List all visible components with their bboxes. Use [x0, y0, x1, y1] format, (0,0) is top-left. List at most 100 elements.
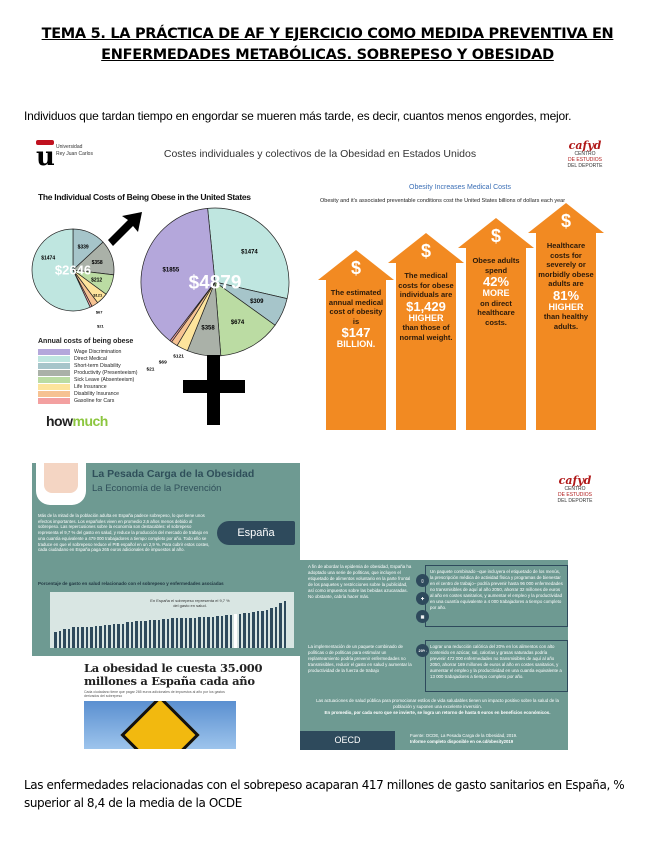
pie-charts: $339$358$212$121$67$21$1474$2646 $1474$3…	[31, 207, 290, 425]
news-clipping: La obesidad le cuesta 35.000 millones a …	[32, 656, 300, 750]
cost-arrow: $ The estimated annual medical cost of o…	[318, 250, 394, 430]
slice-label: $358	[201, 325, 215, 331]
arrow-head	[318, 250, 394, 280]
country-bar	[252, 611, 255, 648]
oecd-policies-infographic: A fin de abordar la epidemia de obesidad…	[300, 560, 568, 750]
logo-line: CENTRO	[574, 151, 596, 157]
country-bar	[279, 603, 282, 648]
pie-total: $2646	[55, 262, 91, 277]
country-bar	[112, 624, 116, 648]
slice-label: $21	[97, 324, 104, 329]
country-bar	[180, 617, 183, 648]
title-line-2: ENFERMEDADES METABÓLICAS. SOBREPESO Y OB…	[101, 47, 554, 63]
country-bar	[193, 617, 197, 648]
legend-swatch	[38, 383, 70, 390]
legend-swatch	[38, 369, 70, 376]
policies-implementation: La implementación de un paquete combinad…	[308, 644, 412, 673]
pie-slice	[214, 281, 276, 357]
legend-item: Sick Leave (Absenteeism)	[38, 376, 137, 383]
logo-line: DE ESTUDIOS	[558, 492, 592, 498]
country-bar	[270, 608, 273, 648]
male-pie: $339 $358 $212 $121 $67 $21 $1474$2646	[31, 228, 115, 329]
pie-slice	[31, 228, 91, 312]
legend-swatch	[38, 390, 70, 397]
medical-costs-subtitle: Obesity and it's associated preventable …	[320, 198, 566, 204]
legend-label: Direct Medical	[74, 355, 107, 362]
arrow-text: Healthcare costs for severely or morbidl…	[538, 241, 594, 288]
slice-label: $1474	[41, 255, 55, 261]
country-bar	[157, 619, 161, 648]
legend-title: Annual costs of being obese	[38, 338, 134, 345]
slice-label: $69	[159, 359, 167, 365]
arrow-head	[528, 203, 604, 233]
country-bar	[171, 618, 174, 648]
country-bar	[144, 620, 147, 648]
bar-chart-title: Porcentaje de gasto en salud relacionado…	[38, 581, 224, 586]
arrow-figure: 81%	[552, 287, 580, 303]
country-bar	[162, 618, 165, 648]
us-obesity-costs-figure: u Universidad Rey Juan Carlos Costes indi…	[30, 140, 610, 430]
legend-item: Life Insurance	[38, 383, 137, 390]
slice-label: $358	[92, 260, 103, 266]
chart-annotation: En España el sobrepeso representa el 9,7…	[150, 598, 230, 608]
conclusion-text: Las actuaciones de salud pública para pr…	[316, 698, 559, 709]
pie-legend: Annual costs of being obese Wage Discrim…	[38, 338, 137, 404]
country-bar	[220, 615, 224, 648]
country-bar	[175, 618, 179, 648]
policies-intro: A fin de abordar la epidemia de obesidad…	[308, 564, 412, 599]
arrow-head	[388, 233, 464, 263]
dollar-icon: $	[420, 241, 431, 261]
legend-item: Gasoline for Cars	[38, 397, 137, 404]
legend-item: Wage Discrimination	[38, 348, 137, 355]
arrow-head	[458, 218, 534, 248]
country-label: España	[217, 521, 295, 545]
country-bar	[72, 627, 75, 648]
pie-total: $4879	[189, 272, 242, 293]
country-bar	[126, 622, 129, 648]
infographic-title: La Pesada Carga de la Obesidad	[92, 468, 255, 480]
howmuch-logo: howmuch	[46, 413, 108, 429]
cafyd-logo: cafyd CENTRO DE ESTUDIOS DEL DEPORTE	[565, 140, 605, 170]
slice-label: $121	[173, 353, 184, 359]
country-bar	[234, 614, 237, 648]
country-bar	[166, 618, 170, 648]
arrow-text: than healthy adults.	[543, 312, 589, 331]
country-bar	[225, 615, 228, 648]
country-bar	[81, 627, 84, 648]
legend-swatch	[38, 362, 70, 369]
slice-label: $339	[78, 245, 89, 251]
arrow-qualifier: HIGHER	[408, 312, 444, 323]
arrow-figure: 42%	[482, 274, 510, 289]
country-bar	[229, 615, 233, 648]
country-bar	[189, 617, 192, 648]
country-bar	[139, 621, 143, 648]
country-bar	[130, 621, 134, 648]
logo-line: DEL DEPORTE	[557, 498, 593, 504]
news-subheadline: Cada ciudadano tiene que pagar 265 euros…	[84, 690, 225, 699]
cost-arrow: $ The medical costs for obese individual…	[388, 233, 464, 430]
slice-label: $21	[146, 367, 154, 373]
country-bar	[63, 629, 66, 648]
arrow-qualifier: HIGHER	[548, 301, 584, 312]
policy-box-2: Lograr una reducción calórica del 20% en…	[425, 640, 568, 692]
oecd-logo: OECD	[300, 731, 395, 750]
country-bar	[238, 613, 242, 648]
country-bar	[58, 631, 62, 648]
legend-label: Sick Leave (Absenteeism)	[74, 376, 135, 383]
news-content: La obesidad le cuesta 35.000 millones a …	[84, 662, 289, 750]
pie-slice	[140, 207, 216, 342]
country-bar	[211, 616, 215, 648]
country-bar	[117, 624, 120, 648]
arrow-text: than those of normal weight.	[399, 323, 453, 342]
legend-item: Productivity (Presenteeism)	[38, 369, 137, 376]
country-bar	[274, 607, 278, 648]
arrow-text: The estimated annual medical cost of obe…	[328, 288, 384, 326]
dollar-icon: $	[350, 258, 361, 278]
country-bar	[216, 616, 219, 648]
country-bar	[135, 621, 138, 648]
legend-item: Disability Insurance	[38, 390, 137, 397]
country-bar	[202, 616, 206, 648]
country-bar	[121, 623, 125, 648]
country-bar	[198, 617, 201, 648]
legend-label: Productivity (Presenteeism)	[74, 369, 138, 376]
